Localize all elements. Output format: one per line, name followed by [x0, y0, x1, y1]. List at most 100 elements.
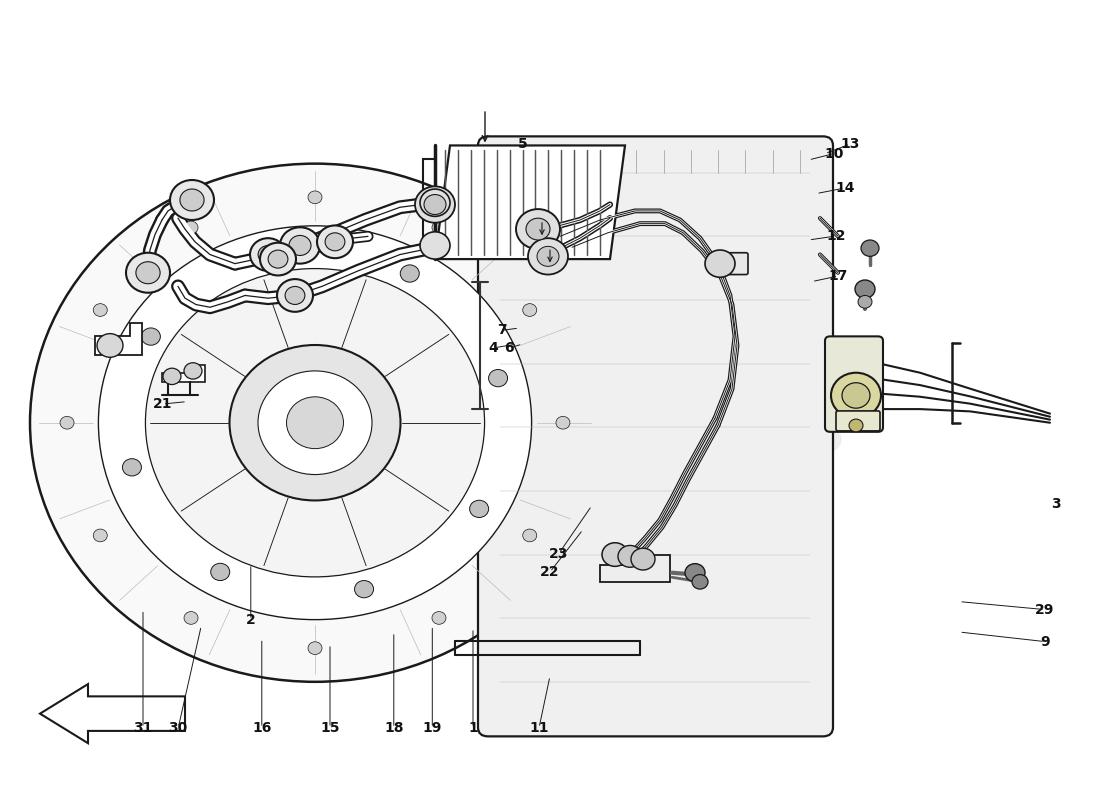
Text: 16: 16: [252, 721, 272, 735]
Text: 14: 14: [835, 181, 855, 195]
Circle shape: [285, 286, 305, 305]
Circle shape: [256, 248, 275, 265]
Text: 9: 9: [1041, 634, 1049, 649]
Circle shape: [522, 304, 537, 316]
Text: 12: 12: [826, 229, 846, 243]
Text: 2: 2: [246, 613, 255, 627]
Circle shape: [618, 546, 642, 567]
Circle shape: [556, 416, 570, 429]
Circle shape: [705, 250, 735, 278]
Circle shape: [415, 186, 455, 222]
FancyBboxPatch shape: [478, 136, 833, 736]
Circle shape: [60, 416, 74, 429]
Text: 18: 18: [384, 721, 404, 735]
Polygon shape: [162, 366, 205, 382]
Circle shape: [258, 371, 372, 474]
Circle shape: [180, 189, 205, 211]
Text: 13: 13: [840, 137, 860, 151]
Circle shape: [400, 265, 419, 282]
Text: 185: 185: [669, 523, 827, 597]
FancyBboxPatch shape: [716, 253, 748, 274]
Text: 19: 19: [422, 721, 442, 735]
Circle shape: [184, 221, 198, 234]
Polygon shape: [95, 322, 142, 354]
Circle shape: [842, 382, 870, 408]
Circle shape: [184, 611, 198, 624]
Circle shape: [488, 370, 507, 386]
FancyArrow shape: [40, 684, 185, 743]
Text: eurospares: eurospares: [407, 398, 847, 466]
Text: 23: 23: [549, 546, 569, 561]
Circle shape: [308, 191, 322, 204]
Text: 5: 5: [518, 137, 527, 151]
Circle shape: [258, 246, 278, 263]
Circle shape: [326, 233, 345, 251]
Circle shape: [526, 218, 550, 240]
Circle shape: [268, 250, 288, 268]
Circle shape: [94, 304, 108, 316]
Circle shape: [286, 397, 343, 449]
Circle shape: [420, 232, 450, 259]
Circle shape: [98, 226, 531, 620]
Text: 30: 30: [168, 721, 188, 735]
Text: e: e: [536, 247, 828, 665]
Circle shape: [528, 238, 568, 274]
Circle shape: [470, 500, 488, 518]
Circle shape: [432, 221, 446, 234]
Circle shape: [136, 262, 161, 284]
Circle shape: [145, 269, 485, 577]
Circle shape: [122, 458, 142, 476]
Circle shape: [855, 280, 875, 298]
Text: 1: 1: [469, 721, 477, 735]
Text: 15: 15: [320, 721, 340, 735]
FancyBboxPatch shape: [825, 336, 883, 432]
Circle shape: [537, 246, 559, 266]
Polygon shape: [434, 146, 625, 259]
Circle shape: [631, 548, 654, 570]
Circle shape: [163, 368, 182, 385]
Text: 29: 29: [1035, 602, 1055, 617]
Text: 4: 4: [488, 341, 497, 355]
Circle shape: [30, 164, 600, 682]
Text: 10: 10: [824, 146, 844, 161]
Circle shape: [692, 574, 708, 589]
Circle shape: [354, 581, 374, 598]
Circle shape: [277, 279, 313, 312]
Circle shape: [260, 242, 296, 275]
Text: 7: 7: [497, 323, 506, 338]
Circle shape: [230, 345, 400, 501]
Circle shape: [250, 238, 286, 271]
Circle shape: [424, 194, 446, 214]
Circle shape: [184, 362, 202, 379]
Circle shape: [861, 240, 879, 256]
Circle shape: [97, 334, 123, 358]
Text: 21: 21: [153, 397, 173, 411]
Circle shape: [685, 564, 705, 582]
Circle shape: [522, 529, 537, 542]
Polygon shape: [600, 554, 670, 582]
Text: 11: 11: [529, 721, 549, 735]
Text: 31: 31: [133, 721, 153, 735]
Circle shape: [849, 419, 864, 432]
Circle shape: [317, 226, 353, 258]
FancyBboxPatch shape: [836, 411, 880, 431]
Circle shape: [280, 227, 320, 264]
Circle shape: [211, 563, 230, 581]
Text: 22: 22: [540, 565, 560, 579]
Circle shape: [420, 189, 450, 216]
Circle shape: [516, 209, 560, 249]
Circle shape: [126, 253, 170, 293]
Circle shape: [289, 235, 311, 255]
Circle shape: [308, 642, 322, 654]
Circle shape: [830, 373, 881, 418]
Text: 17: 17: [828, 269, 848, 283]
Text: a passion for cars: a passion for cars: [504, 514, 750, 542]
Circle shape: [142, 328, 161, 346]
Circle shape: [602, 542, 628, 566]
Text: 3: 3: [1052, 497, 1060, 511]
Circle shape: [858, 295, 872, 308]
Circle shape: [432, 611, 446, 624]
Circle shape: [94, 529, 108, 542]
Text: 6: 6: [505, 341, 514, 355]
Circle shape: [170, 180, 214, 220]
